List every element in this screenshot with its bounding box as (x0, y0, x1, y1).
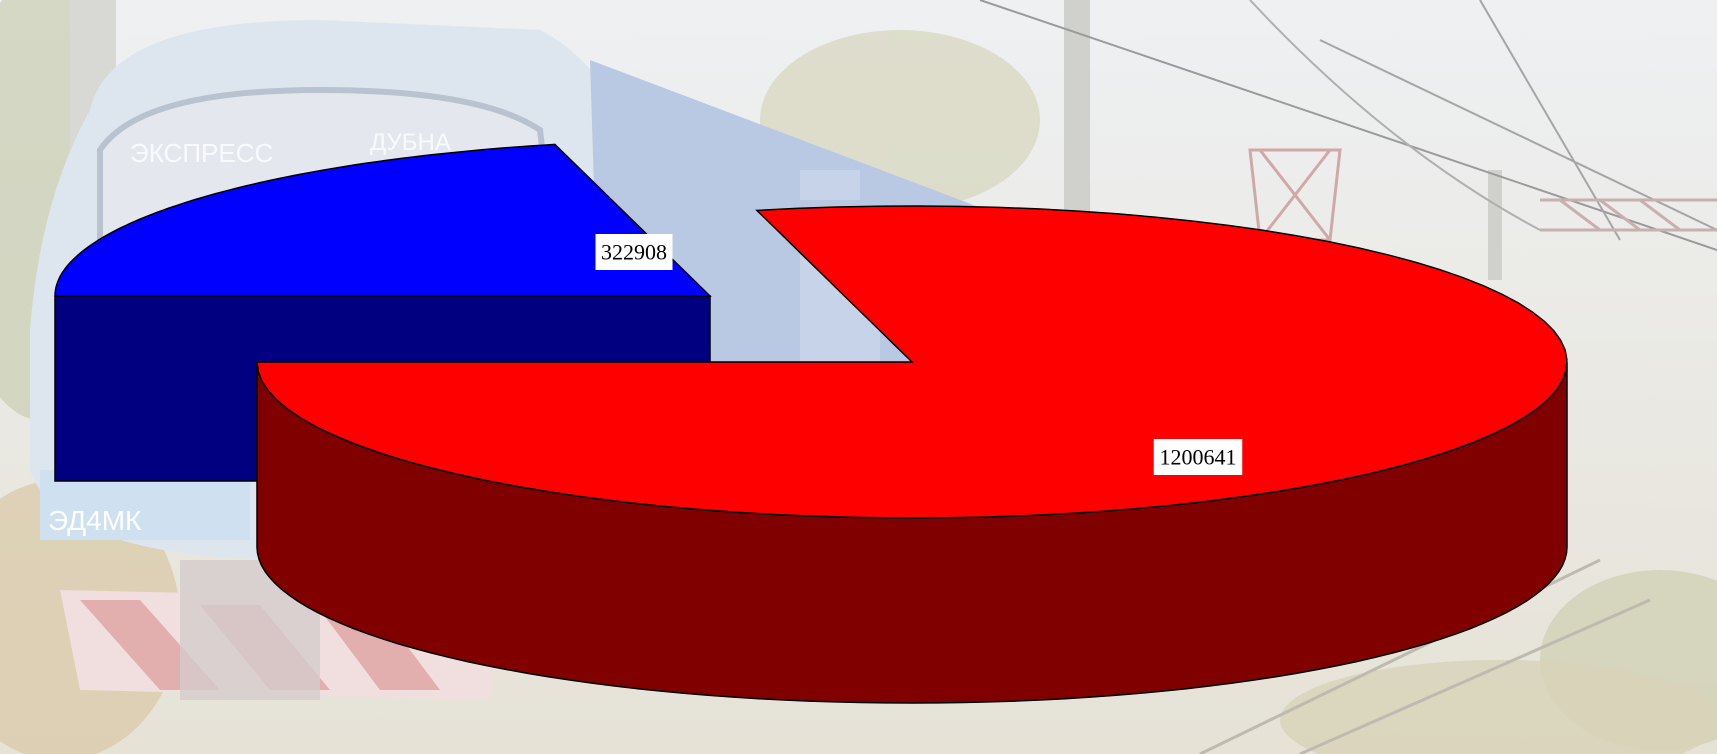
blue-slice-data-label: 322908 (595, 234, 673, 270)
blue-slice-data-label-box (595, 234, 673, 270)
train-destination-sign: ЭКСПРЕСС (130, 138, 273, 168)
red-slice-data-label-text: 1200641 (1160, 445, 1237, 470)
svg-text:ДУБНА: ДУБНА (370, 129, 451, 156)
blue-slice-top (54, 143, 712, 297)
red-slice-data-label-box (1153, 439, 1243, 475)
red-slice-data-label: 1200641 (1153, 439, 1243, 475)
blue-slice-data-label-text: 322908 (601, 240, 667, 265)
svg-text:ЭД4МК: ЭД4МК (48, 505, 142, 536)
